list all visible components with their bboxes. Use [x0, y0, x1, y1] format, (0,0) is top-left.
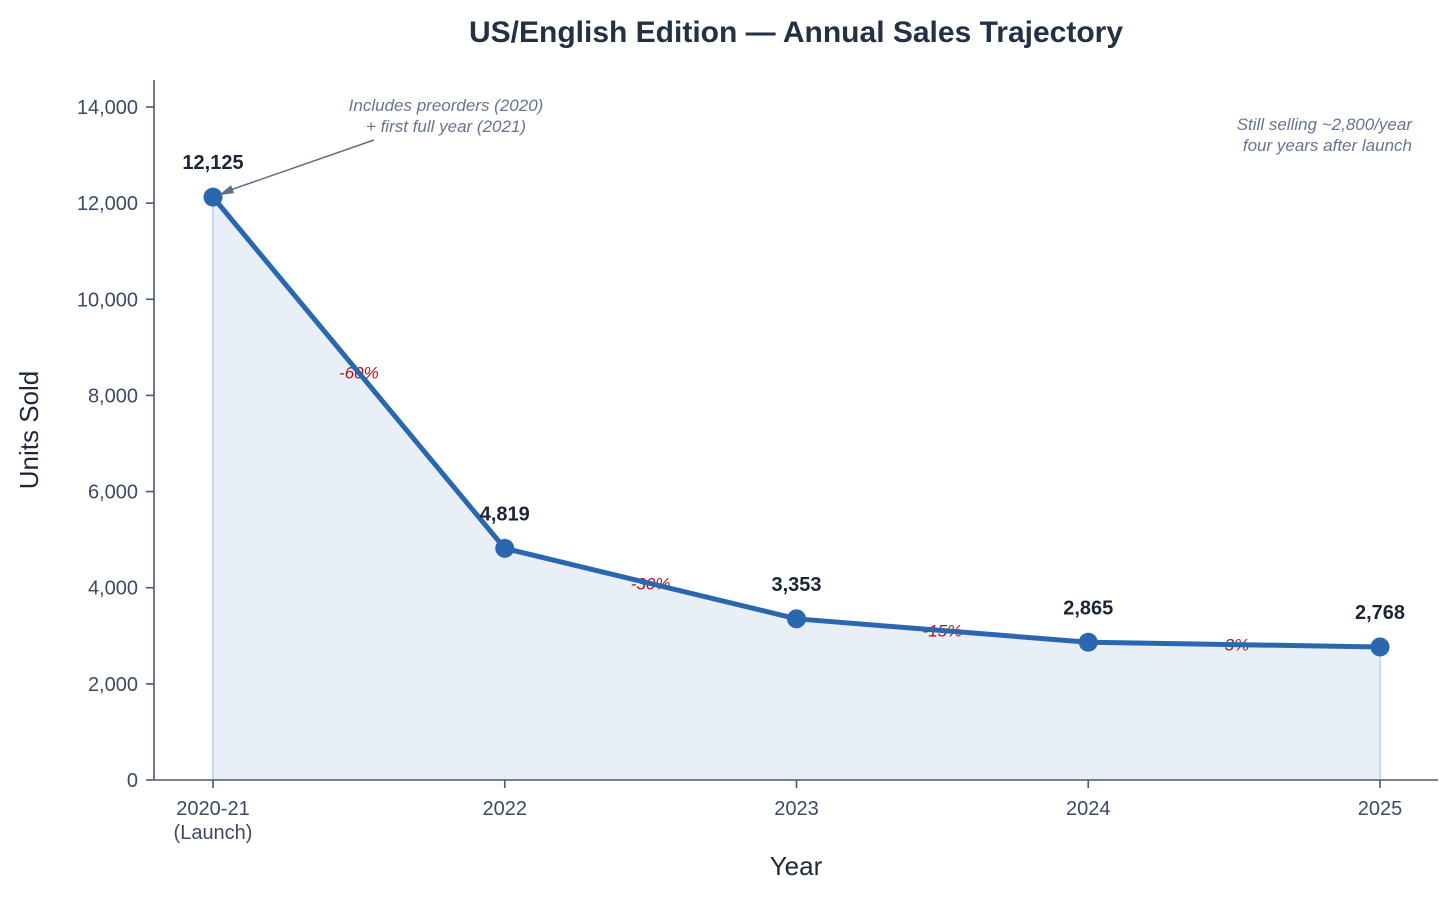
x-tick-label: 2020-21: [176, 798, 249, 820]
chart-title: US/English Edition — Annual Sales Trajec…: [469, 16, 1123, 49]
x-tick-label: 2023: [774, 798, 819, 820]
value-label: 12,125: [182, 152, 243, 174]
y-axis-title: Units Sold: [14, 371, 44, 490]
tail-annotation-line-2: four years after launch: [1243, 136, 1412, 155]
launch-annotation-line-2: + first full year (2021): [366, 117, 526, 136]
y-tick-label: 12,000: [77, 193, 138, 215]
y-tick-label: 2,000: [88, 674, 138, 696]
y-tick-label: 10,000: [77, 289, 138, 311]
value-label: 3,353: [771, 574, 821, 596]
data-point: [1078, 632, 1098, 652]
y-tick-label: 6,000: [88, 482, 138, 504]
launch-annotation-line-1: Includes preorders (2020): [349, 96, 544, 115]
value-label: 4,819: [480, 503, 530, 525]
plot-area: 0 2,000 4,000 6,000 8,000 10,000 12,000 14,000 2…: [77, 80, 1438, 844]
data-point: [495, 538, 515, 558]
value-label: 2,768: [1355, 602, 1405, 624]
value-label: 2,865: [1063, 597, 1113, 619]
x-tick-label: 2024: [1066, 798, 1111, 820]
tail-annotation-line-1: Still selling ~2,800/year: [1237, 115, 1414, 134]
y-tick-label: 4,000: [88, 578, 138, 600]
x-tick-label: 2022: [483, 798, 528, 820]
y-tick-label: 8,000: [88, 385, 138, 407]
y-tick-label: 0: [127, 770, 138, 792]
data-point: [787, 609, 806, 629]
data-point: [203, 187, 223, 207]
annotation-arrow-line: [226, 139, 375, 192]
x-tick-label: 2025: [1358, 798, 1403, 820]
annotation-arrow-head: [219, 185, 234, 196]
data-point: [1370, 637, 1390, 657]
area-fill: [213, 197, 1380, 781]
x-axis-title: Year: [770, 851, 823, 881]
y-tick-label: 14,000: [77, 97, 138, 119]
x-tick-label: (Launch): [174, 822, 253, 844]
